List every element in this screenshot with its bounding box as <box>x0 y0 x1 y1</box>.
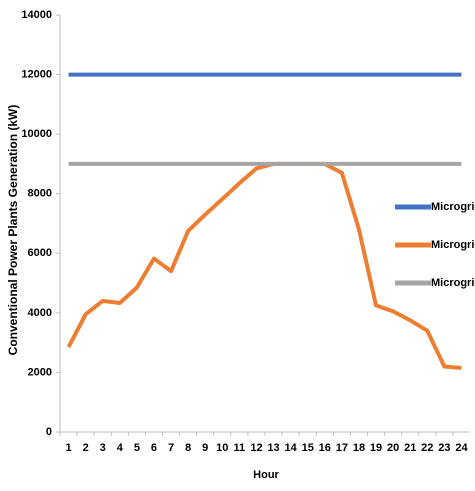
y-axis-label: Conventional Power Plants Generation (kW… <box>6 105 20 356</box>
y-tick-label: 2000 <box>28 366 52 378</box>
x-tick-label: 13 <box>267 442 279 454</box>
y-tick-label: 10000 <box>21 128 52 140</box>
y-tick-label: 4000 <box>28 307 52 319</box>
x-tick-label: 10 <box>216 442 228 454</box>
x-tick-label: 24 <box>455 442 468 454</box>
y-tick-label: 12000 <box>21 68 52 80</box>
x-tick-label: 19 <box>370 442 382 454</box>
x-tick-label: 21 <box>404 442 416 454</box>
legend-label: Microgrid 1 <box>431 201 475 213</box>
x-tick-label: 6 <box>151 442 157 454</box>
x-tick-label: 7 <box>168 442 174 454</box>
series-line <box>66 161 462 370</box>
x-tick-label: 17 <box>336 442 348 454</box>
x-tick-label: 20 <box>387 442 399 454</box>
x-tick-label: 2 <box>83 442 89 454</box>
x-tick-label: 8 <box>185 442 191 454</box>
legend-label: Microgrid 2 <box>431 239 475 251</box>
x-tick-label: 15 <box>302 442 314 454</box>
x-tick-label: 16 <box>319 442 331 454</box>
legend-label: Microgrid 3 <box>431 277 475 289</box>
x-tick-label: 23 <box>438 442 450 454</box>
y-tick-label: 14000 <box>21 9 52 21</box>
x-tick-label: 9 <box>202 442 208 454</box>
x-tick-label: 5 <box>134 442 140 454</box>
x-tick-label: 3 <box>100 442 106 454</box>
x-tick-label: 4 <box>117 442 124 454</box>
x-tick-label: 14 <box>285 442 298 454</box>
x-tick-label: 22 <box>421 442 433 454</box>
x-tick-label: 18 <box>353 442 365 454</box>
x-axis-label: Hour <box>253 469 279 481</box>
y-tick-label: 8000 <box>28 188 52 200</box>
x-tick-label: 12 <box>250 442 262 454</box>
y-tick-label: 0 <box>46 426 52 438</box>
x-tick-label: 1 <box>65 442 71 454</box>
x-tick-label: 11 <box>234 442 246 454</box>
y-tick-label: 6000 <box>28 247 52 259</box>
